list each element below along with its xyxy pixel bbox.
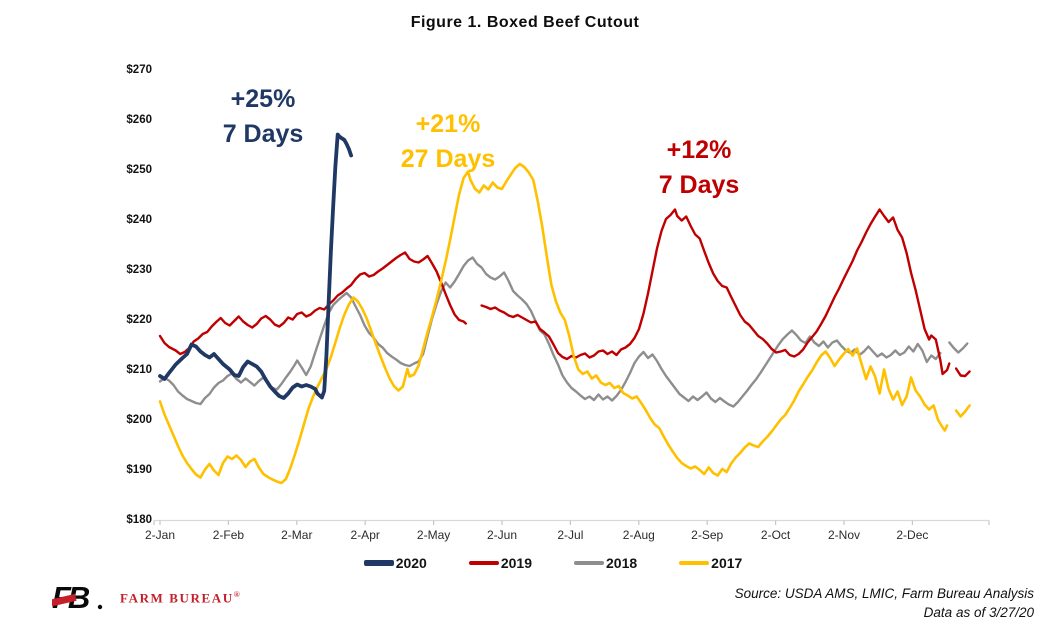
series-line-2017 bbox=[954, 404, 971, 418]
series-line-2018 bbox=[948, 341, 969, 354]
y-tick-label: $190 bbox=[126, 464, 152, 476]
series-line-2018 bbox=[158, 256, 942, 408]
legend-label-2018: 2018 bbox=[606, 555, 638, 571]
y-tick-label: $220 bbox=[126, 314, 152, 326]
legend-item-2019: 2019 bbox=[468, 555, 532, 571]
x-tick-label: 2-Feb bbox=[212, 528, 245, 542]
asof-line: Data as of 3/27/20 bbox=[923, 605, 1034, 620]
y-tick-label: $270 bbox=[126, 64, 152, 76]
x-tick-label: 2-Oct bbox=[760, 528, 791, 542]
annotation-+21%: +21% 27 Days bbox=[400, 110, 496, 173]
legend-item-2017: 2017 bbox=[679, 555, 742, 571]
annotation-+12%: +12% 7 Days bbox=[658, 136, 740, 199]
page-title: Figure 1. Boxed Beef Cutout bbox=[410, 14, 640, 31]
x-tick-label: 2-May bbox=[416, 528, 451, 542]
x-tick-label: 2-Nov bbox=[827, 528, 860, 542]
y-tick-label: $260 bbox=[126, 114, 152, 126]
annotation-+25%: +25% 7 Days bbox=[222, 85, 304, 148]
x-tick-label: 2-Apr bbox=[350, 528, 380, 542]
x-tick-label: 2-Sep bbox=[691, 528, 724, 542]
x-tick-label: 2-Jan bbox=[144, 528, 176, 542]
legend-item-2018: 2018 bbox=[574, 555, 637, 571]
x-tick-label: 2-Mar bbox=[281, 528, 313, 542]
x-tick-label: 2-Jul bbox=[557, 528, 584, 542]
legend-label-2017: 2017 bbox=[711, 555, 743, 571]
legend-swatch-2017 bbox=[679, 561, 710, 565]
series-line-2019 bbox=[480, 208, 951, 376]
series-line-2019 bbox=[158, 251, 467, 356]
fb-monogram-icon: FB bbox=[52, 582, 103, 614]
brand-name: FARM BUREAU® bbox=[120, 589, 242, 606]
legend-label-2020: 2020 bbox=[395, 555, 427, 571]
legend-item-2020: 2020 bbox=[363, 555, 427, 571]
x-tick-label: 2-Aug bbox=[622, 528, 655, 542]
legend-label-2019: 2019 bbox=[500, 555, 532, 571]
y-tick-label: $240 bbox=[126, 214, 152, 226]
legend: 2020 2019 2018 2017 bbox=[28, 555, 1050, 571]
source-line: Source: USDA AMS, LMIC, Farm Bureau Anal… bbox=[734, 586, 1034, 601]
series-line-2020 bbox=[158, 132, 354, 400]
y-tick-label: $250 bbox=[126, 164, 152, 176]
farm-bureau-logo: FB FARM BUREAU® bbox=[52, 582, 241, 614]
x-tick-label: 2-Jun bbox=[486, 528, 518, 542]
y-tick-label: $230 bbox=[126, 264, 152, 276]
legend-swatch-2020 bbox=[363, 560, 394, 566]
x-tick-label: 2-Dec bbox=[896, 528, 929, 542]
registered-mark: ® bbox=[233, 589, 242, 599]
y-tick-label: $210 bbox=[126, 364, 152, 376]
y-tick-label: $180 bbox=[126, 514, 152, 526]
legend-swatch-2018 bbox=[574, 561, 604, 565]
y-tick-label: $200 bbox=[126, 414, 152, 426]
series-line-2019 bbox=[954, 367, 971, 378]
legend-swatch-2019 bbox=[468, 561, 499, 565]
series-line-2017 bbox=[158, 162, 949, 485]
source-note: Source: USDA AMS, LMIC, Farm Bureau Anal… bbox=[735, 584, 1034, 622]
